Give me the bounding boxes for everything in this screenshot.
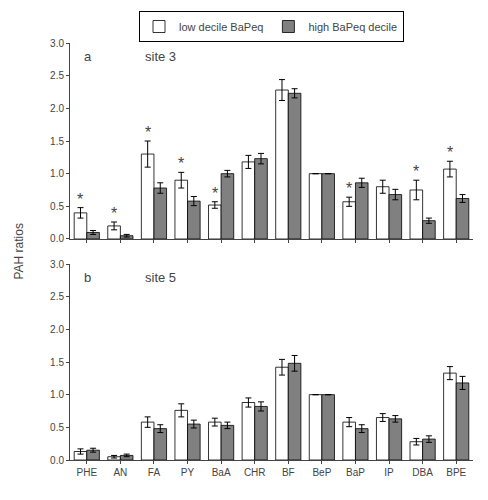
svg-text:site 5: site 5 [145,270,176,285]
svg-text:low decile BaPeq: low decile BaPeq [179,21,263,33]
svg-text:2.0: 2.0 [50,103,64,114]
svg-text:1.0: 1.0 [50,168,64,179]
svg-text:2.0: 2.0 [50,324,64,335]
svg-text:1.5: 1.5 [50,136,64,147]
svg-text:3.0: 3.0 [50,259,64,270]
svg-text:0.0: 0.0 [50,455,64,466]
svg-text:IP: IP [384,467,394,478]
svg-text:BeP: BeP [312,467,331,478]
svg-text:0.0: 0.0 [50,233,64,244]
svg-text:0.5: 0.5 [50,201,64,212]
svg-text:BPE: BPE [446,467,466,478]
svg-text:2.5: 2.5 [50,291,64,302]
svg-text:1.5: 1.5 [50,357,64,368]
svg-text:*: * [178,155,184,172]
svg-text:3.0: 3.0 [50,38,64,49]
svg-text:DBA: DBA [412,467,433,478]
svg-text:*: * [145,124,151,141]
svg-text:a: a [84,49,92,64]
svg-text:PAH ratios: PAH ratios [12,223,26,279]
svg-text:*: * [77,191,83,208]
svg-text:b: b [84,270,91,285]
svg-text:PY: PY [181,467,195,478]
svg-text:2.5: 2.5 [50,70,64,81]
svg-text:*: * [212,185,218,202]
svg-text:BaA: BaA [212,467,231,478]
svg-text:*: * [346,180,352,197]
svg-text:*: * [111,205,117,222]
svg-text:FA: FA [148,467,161,478]
svg-text:0.5: 0.5 [50,422,64,433]
svg-text:1.0: 1.0 [50,389,64,400]
svg-text:CHR: CHR [244,467,266,478]
svg-text:*: * [413,163,419,180]
svg-text:AN: AN [113,467,127,478]
svg-text:high BaPeq decile: high BaPeq decile [308,21,397,33]
svg-text:BaP: BaP [346,467,365,478]
svg-text:BF: BF [282,467,295,478]
svg-text:*: * [447,144,453,161]
svg-text:site 3: site 3 [145,49,176,64]
svg-text:PHE: PHE [77,467,98,478]
